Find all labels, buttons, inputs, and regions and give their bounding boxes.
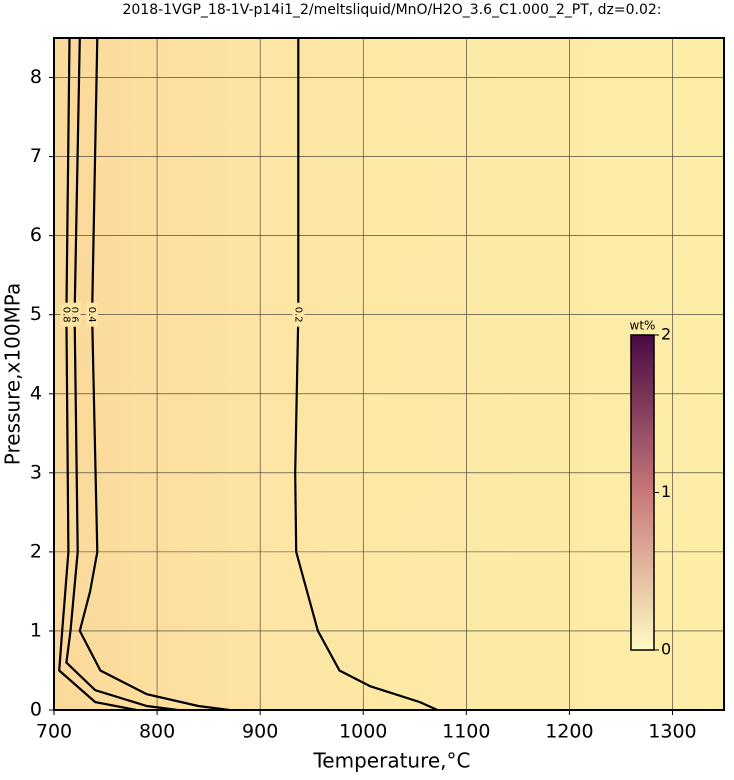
y-tick-label: 6 xyxy=(30,224,42,246)
x-tick-label: 900 xyxy=(242,721,278,743)
y-tick-label: 5 xyxy=(30,303,42,325)
x-tick-label: 1100 xyxy=(442,721,490,743)
contour-line xyxy=(78,37,230,712)
contour-label-bg xyxy=(292,302,305,327)
colorbar-tick-label: 1 xyxy=(661,482,671,501)
plot-background xyxy=(54,38,724,710)
colorbar xyxy=(630,334,655,651)
x-tick-label: 1000 xyxy=(339,721,387,743)
y-tick-label: 2 xyxy=(30,540,42,562)
y-tick-label: 4 xyxy=(30,382,42,404)
contour-label: 0.4 xyxy=(86,307,97,323)
colorbar-tick-label: 2 xyxy=(661,325,671,344)
x-tick-label: 700 xyxy=(36,721,72,743)
y-tick-label: 3 xyxy=(30,461,42,483)
contour-label: 0.2 xyxy=(292,307,303,323)
contour-label: 0.8 xyxy=(60,307,71,323)
colorbar-label: wt% xyxy=(630,319,656,333)
colorbar-tick-label: 0 xyxy=(661,640,671,659)
contour-line xyxy=(294,38,438,712)
y-tick-label: 0 xyxy=(30,699,42,721)
contour-line xyxy=(65,37,178,712)
y-tick-label: 1 xyxy=(30,619,42,641)
plot-frame xyxy=(53,37,725,711)
chart-title: 2018-1VGP_18-1V-p14i1_2/meltsliquid/MnO/… xyxy=(122,2,661,18)
contour-label-bg xyxy=(86,302,99,327)
contour-label: 0.6 xyxy=(69,307,80,323)
x-axis-label: Temperature,°C xyxy=(312,749,470,773)
y-tick-label: 7 xyxy=(30,145,42,167)
x-tick-label: 800 xyxy=(139,721,175,743)
x-tick-label: 1300 xyxy=(648,721,696,743)
x-tick-label: 1200 xyxy=(545,721,593,743)
contour-label-bg xyxy=(60,302,73,327)
y-axis-label: Pressure,x100MPa xyxy=(1,283,25,465)
y-tick-label: 8 xyxy=(30,66,42,88)
